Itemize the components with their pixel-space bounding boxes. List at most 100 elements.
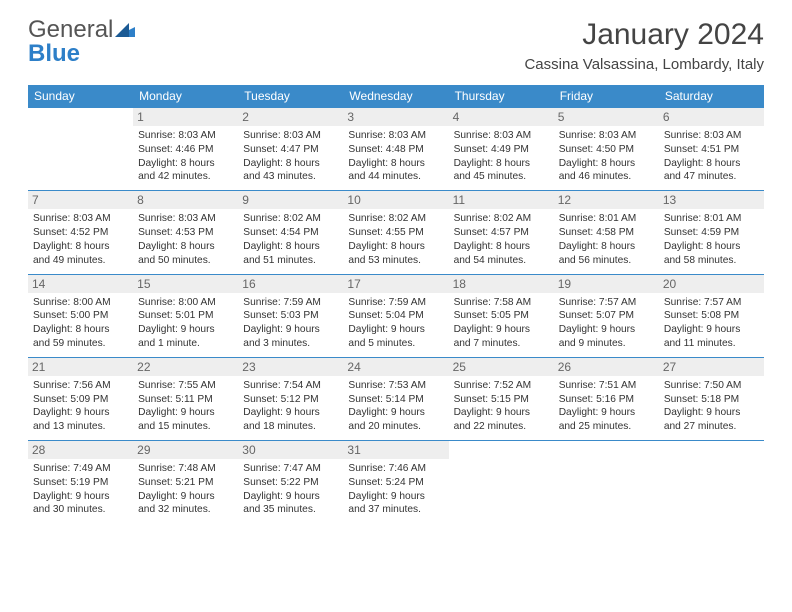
day-cell: 30 Sunrise: 7:47 AMSunset: 5:22 PMDayligh… (238, 441, 343, 523)
day-number: 15 (133, 275, 238, 293)
day-number: 9 (238, 191, 343, 209)
sunset: Sunset: 5:15 PM (454, 393, 549, 407)
sunrise: Sunrise: 7:46 AM (348, 462, 443, 476)
day-cell: 28 Sunrise: 7:49 AMSunset: 5:19 PMDayligh… (28, 441, 133, 523)
sunrise: Sunrise: 8:00 AM (138, 296, 233, 310)
sunrise: Sunrise: 7:48 AM (138, 462, 233, 476)
day-cell: 24Sunrise: 7:53 AMSunset: 5:14 PMDayligh… (343, 358, 448, 440)
day-header-sat: Saturday (659, 85, 764, 107)
day-cell: 15Sunrise: 8:00 AMSunset: 5:01 PMDayligh… (133, 275, 238, 357)
day-info: Sunrise: 8:01 AMSunset: 4:58 PMDaylight:… (559, 212, 654, 267)
day-number: 21 (28, 358, 133, 376)
day-header-tue: Tuesday (238, 85, 343, 107)
sunset: Sunset: 4:55 PM (348, 226, 443, 240)
day-number: 19 (554, 275, 659, 293)
day-cell: 17Sunrise: 7:59 AMSunset: 5:04 PMDayligh… (343, 275, 448, 357)
daylight: Daylight: 8 hours and 47 minutes. (664, 157, 759, 185)
sunrise: Sunrise: 7:52 AM (454, 379, 549, 393)
logo-part1: General (28, 16, 113, 43)
sunrise: Sunrise: 7:57 AM (559, 296, 654, 310)
sunrise: Sunrise: 8:03 AM (138, 129, 233, 143)
day-cell: 31Sunrise: 7:46 AMSunset: 5:24 PMDayligh… (343, 441, 448, 523)
day-number: 8 (133, 191, 238, 209)
sunset: Sunset: 5:24 PM (348, 476, 443, 490)
sunset: Sunset: 5:07 PM (559, 309, 654, 323)
day-number: 30 (238, 441, 343, 459)
day-cell: 6Sunrise: 8:03 AMSunset: 4:51 PMDaylight… (659, 108, 764, 190)
day-number: 28 (28, 441, 133, 459)
day-number: 24 (343, 358, 448, 376)
daylight: Daylight: 9 hours and 37 minutes. (348, 490, 443, 518)
day-number: 16 (238, 275, 343, 293)
day-number: 10 (343, 191, 448, 209)
day-info: Sunrise: 7:50 AMSunset: 5:18 PMDaylight:… (664, 379, 759, 434)
title-block: January 2024 Cassina Valsassina, Lombard… (524, 18, 764, 73)
day-cell: 29Sunrise: 7:48 AMSunset: 5:21 PMDayligh… (133, 441, 238, 523)
sunset: Sunset: 5:03 PM (243, 309, 338, 323)
day-header-thu: Thursday (449, 85, 554, 107)
day-cell: 9Sunrise: 8:02 AMSunset: 4:54 PMDaylight… (238, 191, 343, 273)
sunset: Sunset: 4:50 PM (559, 143, 654, 157)
sunset: Sunset: 5:22 PM (243, 476, 338, 490)
daylight: Daylight: 8 hours and 44 minutes. (348, 157, 443, 185)
daylight: Daylight: 9 hours and 5 minutes. (348, 323, 443, 351)
sunrise: Sunrise: 7:58 AM (454, 296, 549, 310)
sunset: Sunset: 5:19 PM (33, 476, 128, 490)
day-number: 6 (659, 108, 764, 126)
day-cell: 23Sunrise: 7:54 AMSunset: 5:12 PMDayligh… (238, 358, 343, 440)
day-header-sun: Sunday (28, 85, 133, 107)
day-info: Sunrise: 8:01 AMSunset: 4:59 PMDaylight:… (664, 212, 759, 267)
day-info: Sunrise: 8:03 AMSunset: 4:46 PMDaylight:… (138, 129, 233, 184)
day-info: Sunrise: 8:02 AMSunset: 4:55 PMDaylight:… (348, 212, 443, 267)
daylight: Daylight: 9 hours and 15 minutes. (138, 406, 233, 434)
day-cell (28, 108, 133, 190)
day-header-fri: Friday (554, 85, 659, 107)
day-cell (554, 441, 659, 523)
sunrise: Sunrise: 7:50 AM (664, 379, 759, 393)
day-number: 2 (238, 108, 343, 126)
daylight: Daylight: 9 hours and 1 minute. (138, 323, 233, 351)
sunrise: Sunrise: 8:02 AM (243, 212, 338, 226)
sunset: Sunset: 4:48 PM (348, 143, 443, 157)
sunset: Sunset: 5:08 PM (664, 309, 759, 323)
daylight: Daylight: 8 hours and 50 minutes. (138, 240, 233, 268)
daylight: Daylight: 8 hours and 53 minutes. (348, 240, 443, 268)
sunrise: Sunrise: 8:03 AM (33, 212, 128, 226)
sunset: Sunset: 4:57 PM (454, 226, 549, 240)
sunrise: Sunrise: 7:59 AM (243, 296, 338, 310)
logo: GeneralBlue (28, 18, 135, 66)
sunset: Sunset: 5:12 PM (243, 393, 338, 407)
sunset: Sunset: 5:21 PM (138, 476, 233, 490)
sunset: Sunset: 5:11 PM (138, 393, 233, 407)
sunrise: Sunrise: 8:00 AM (33, 296, 128, 310)
daylight: Daylight: 8 hours and 42 minutes. (138, 157, 233, 185)
day-cell: 16Sunrise: 7:59 AMSunset: 5:03 PMDayligh… (238, 275, 343, 357)
day-cell (659, 441, 764, 523)
day-cell: 18Sunrise: 7:58 AMSunset: 5:05 PMDayligh… (449, 275, 554, 357)
day-cell: 1Sunrise: 8:03 AMSunset: 4:46 PMDaylight… (133, 108, 238, 190)
daylight: Daylight: 9 hours and 25 minutes. (559, 406, 654, 434)
sunset: Sunset: 4:46 PM (138, 143, 233, 157)
day-info: Sunrise: 7:57 AMSunset: 5:08 PMDaylight:… (664, 296, 759, 351)
day-info: Sunrise: 7:55 AMSunset: 5:11 PMDaylight:… (138, 379, 233, 434)
daylight: Daylight: 9 hours and 30 minutes. (33, 490, 128, 518)
daylight: Daylight: 9 hours and 13 minutes. (33, 406, 128, 434)
sunset: Sunset: 4:54 PM (243, 226, 338, 240)
day-number: 5 (554, 108, 659, 126)
day-info: Sunrise: 7:47 AMSunset: 5:22 PMDaylight:… (243, 462, 338, 517)
sunrise: Sunrise: 7:49 AM (33, 462, 128, 476)
day-cell: 20Sunrise: 7:57 AMSunset: 5:08 PMDayligh… (659, 275, 764, 357)
day-number: 12 (554, 191, 659, 209)
sunset: Sunset: 5:09 PM (33, 393, 128, 407)
day-cell: 21Sunrise: 7:56 AMSunset: 5:09 PMDayligh… (28, 358, 133, 440)
sunset: Sunset: 5:04 PM (348, 309, 443, 323)
daylight: Daylight: 9 hours and 27 minutes. (664, 406, 759, 434)
sunset: Sunset: 4:51 PM (664, 143, 759, 157)
weeks-container: 1Sunrise: 8:03 AMSunset: 4:46 PMDaylight… (28, 107, 764, 523)
daylight: Daylight: 8 hours and 58 minutes. (664, 240, 759, 268)
header: GeneralBlue January 2024 Cassina Valsass… (0, 0, 792, 79)
day-number: 3 (343, 108, 448, 126)
month-title: January 2024 (524, 18, 764, 52)
day-header-wed: Wednesday (343, 85, 448, 107)
daylight: Daylight: 9 hours and 11 minutes. (664, 323, 759, 351)
